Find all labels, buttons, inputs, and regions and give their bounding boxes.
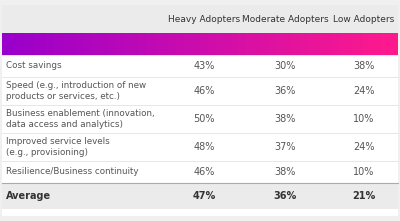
Text: 30%: 30% [274, 61, 296, 71]
Text: Heavy Adopters: Heavy Adopters [168, 15, 240, 23]
Text: 24%: 24% [353, 86, 375, 96]
Text: Fully Achieved: Fully Achieved [250, 40, 316, 48]
Text: Outcome: Outcome [8, 40, 54, 48]
Text: Speed (e.g., introduction of new
products or services, etc.): Speed (e.g., introduction of new product… [6, 81, 146, 101]
Text: 46%: 46% [193, 167, 215, 177]
Text: 48%: 48% [193, 142, 215, 152]
Text: Cost savings: Cost savings [6, 61, 62, 70]
Text: 21%: 21% [352, 191, 376, 201]
Text: 43%: 43% [193, 61, 215, 71]
Text: 47%: 47% [192, 191, 216, 201]
Text: 10%: 10% [353, 114, 375, 124]
Text: 24%: 24% [353, 142, 375, 152]
Bar [2, 77, 398, 105]
Text: 36%: 36% [273, 191, 297, 201]
Text: 37%: 37% [274, 142, 296, 152]
Text: 38%: 38% [274, 114, 296, 124]
Text: Moderate Adopters: Moderate Adopters [242, 15, 328, 23]
Text: 46%: 46% [193, 86, 215, 96]
Text: Resilience/Business continuity: Resilience/Business continuity [6, 168, 138, 177]
Text: Business enablement (innovation,
data access and analytics): Business enablement (innovation, data ac… [6, 109, 155, 130]
Text: Improved service levels
(e.g., provisioning): Improved service levels (e.g., provision… [6, 137, 110, 157]
Text: 36%: 36% [274, 86, 296, 96]
Text: 38%: 38% [353, 61, 375, 71]
Text: 38%: 38% [274, 167, 296, 177]
Text: Low Adopters: Low Adopters [333, 15, 395, 23]
Text: Average: Average [6, 191, 51, 201]
Text: 50%: 50% [193, 114, 215, 124]
Bar [2, 183, 398, 209]
Bar [2, 5, 398, 33]
Bar [2, 161, 398, 183]
Text: 10%: 10% [353, 167, 375, 177]
Bar [2, 133, 398, 161]
Bar [2, 105, 398, 133]
Bar [2, 55, 398, 77]
